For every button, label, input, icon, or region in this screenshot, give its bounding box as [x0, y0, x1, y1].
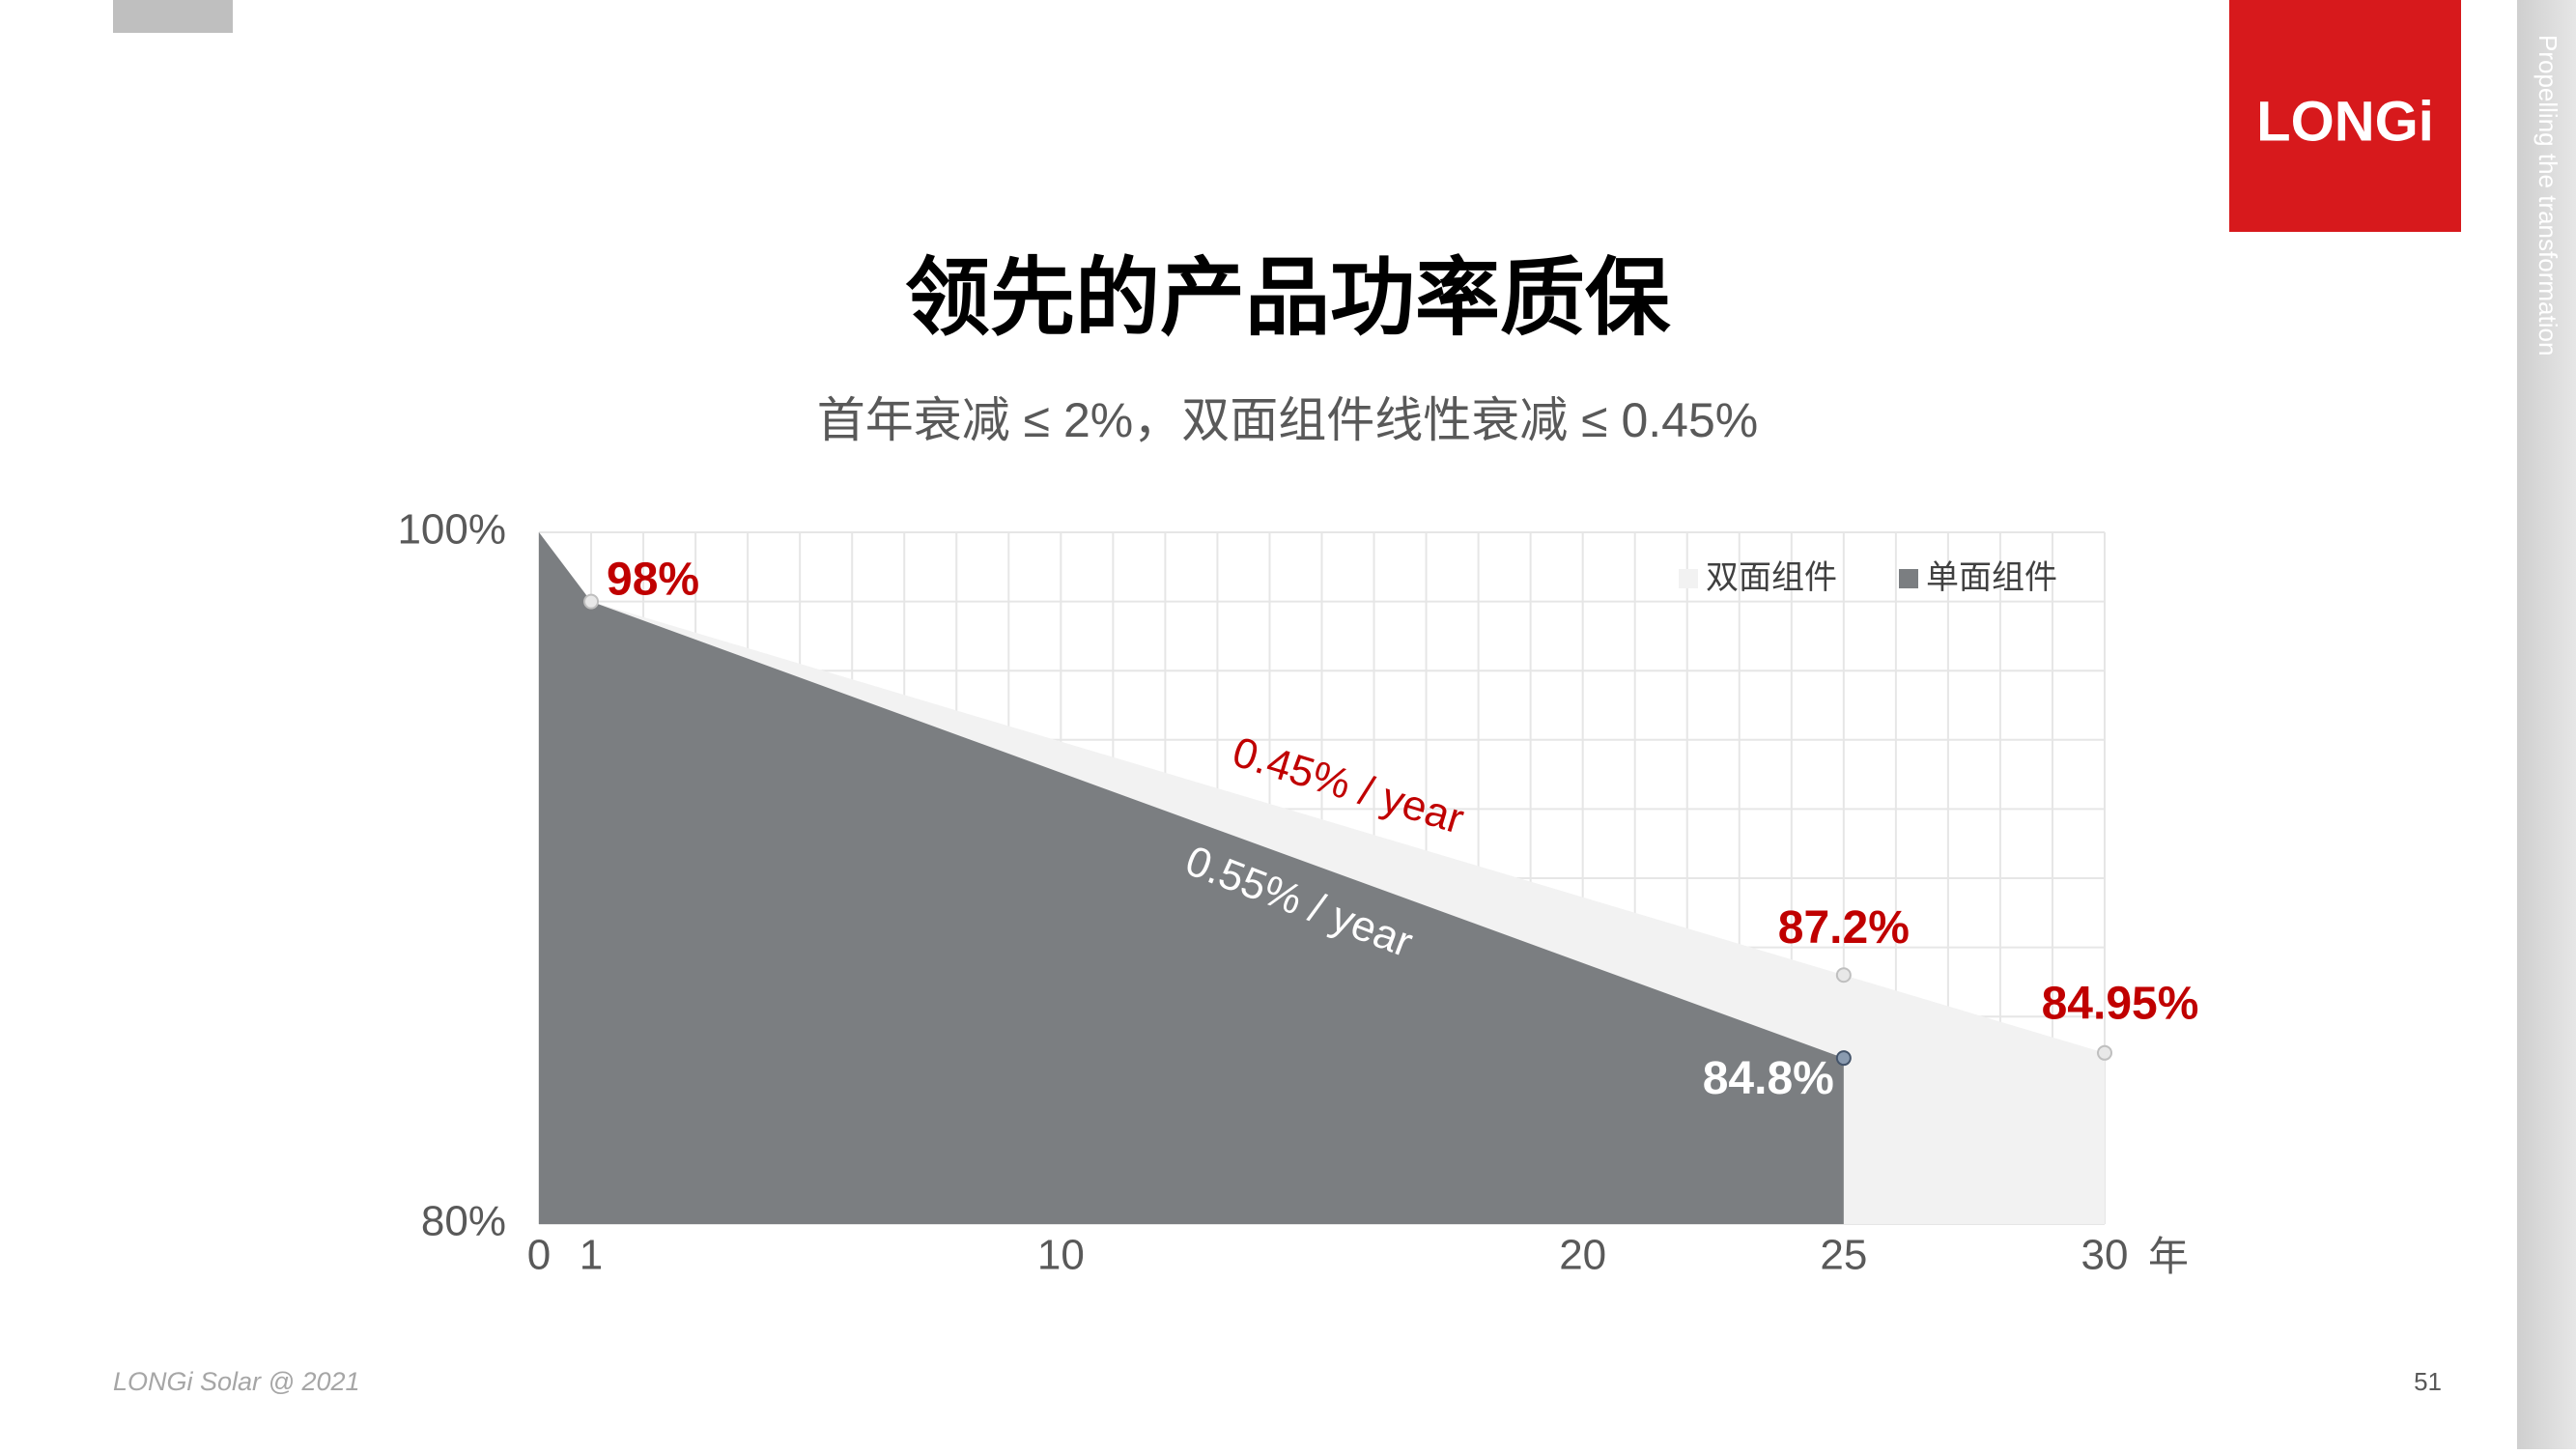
x-tick-label: 10 [1037, 1232, 1085, 1279]
y-tick-label: 100% [397, 506, 506, 554]
legend-swatch [1899, 569, 1918, 588]
x-tick-label: 25 [1820, 1232, 1867, 1279]
page-number: 51 [2414, 1367, 2442, 1396]
tagline: Propelling the transformation [2534, 35, 2562, 356]
value-label: 84.8% [1703, 1053, 1834, 1104]
value-label: 98% [607, 554, 699, 605]
x-tick-label: 1 [580, 1232, 603, 1279]
legend-label: 单面组件 [1926, 559, 2057, 596]
x-tick-label: 20 [1559, 1232, 1606, 1279]
footer: LONGi Solar @ 2021 [113, 1367, 360, 1396]
x-tick-label: 0 [527, 1232, 551, 1279]
point [1835, 967, 1852, 984]
y-tick-label: 80% [421, 1198, 506, 1245]
value-label: 84.95% [2042, 978, 2199, 1029]
value-label: 87.2% [1778, 902, 1910, 954]
corner-tab [113, 0, 233, 33]
logo: LONGi [2256, 90, 2434, 153]
point [583, 593, 600, 610]
subtitle: 首年衰减 ≤ 2%，双面组件线性衰减 ≤ 0.45% [817, 393, 1759, 447]
legend-label: 双面组件 [1706, 559, 1837, 596]
area [539, 532, 1844, 1224]
point [1835, 1050, 1852, 1067]
side-strip [2517, 0, 2576, 1449]
chart-title: 领先的产品功率质保 [905, 249, 1671, 345]
plot: 0 1 10 20 25 30 年80%100%98%87.2%84.95%84.8%0.4… [397, 506, 2198, 1279]
legend-swatch [1679, 569, 1698, 588]
logo-box [2229, 0, 2461, 232]
x-unit: 年 [2148, 1234, 2189, 1279]
point [2097, 1044, 2112, 1061]
x-tick-label: 30 [2081, 1232, 2129, 1279]
